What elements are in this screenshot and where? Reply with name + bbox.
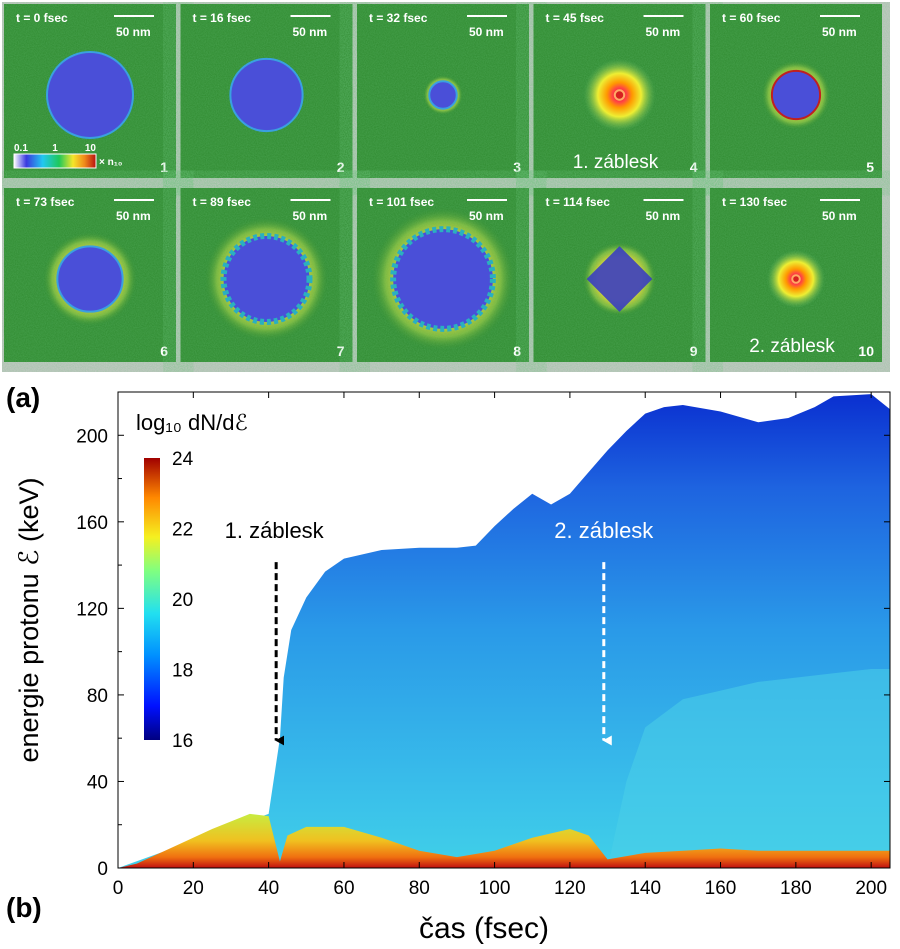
panel-time: t = 16 fsec <box>193 11 252 25</box>
panel-index: 8 <box>513 343 521 359</box>
snapshot-panel: t = 45 fsec 50 nm 4 1. záblesk <box>533 4 706 178</box>
panel-time: t = 89 fsec <box>193 195 252 209</box>
panel-colorbar <box>13 153 97 169</box>
panel-time: t = 0 fsec <box>16 11 68 25</box>
flash-core <box>613 89 626 101</box>
panel-index: 4 <box>690 159 698 175</box>
cluster-core <box>56 245 124 313</box>
scale-bar-label: 50 nm <box>469 25 504 39</box>
flash-annotation: 2. záblesk <box>554 518 654 543</box>
x-tick-label: 140 <box>629 878 661 899</box>
scale-bar-label: 50 nm <box>646 209 681 223</box>
flash-annotation: 1. záblesk <box>225 518 325 543</box>
spectrum-second-burst <box>607 668 890 868</box>
cluster-core <box>770 69 822 121</box>
colorbar-tick-label: 18 <box>172 661 193 682</box>
y-tick-label: 40 <box>87 772 108 793</box>
x-tick-label: 100 <box>479 878 511 899</box>
x-tick-label: 60 <box>333 878 354 899</box>
snapshot-panel: t = 130 fsec 50 nm 10 2. záblesk <box>710 188 882 362</box>
y-tick-label: 160 <box>76 513 108 534</box>
low-energy-band <box>118 813 890 868</box>
colorbar-title: log₁₀ dN/dℰ <box>136 410 248 435</box>
x-tick-label: 40 <box>258 878 279 899</box>
panel-time: t = 73 fsec <box>16 195 75 209</box>
scale-bar-label: 50 nm <box>646 25 681 39</box>
panel-index: 1 <box>160 159 168 175</box>
x-tick-label: 80 <box>409 878 430 899</box>
scale-bar-label: 50 nm <box>822 209 857 223</box>
panel-label-b: (b) <box>6 892 42 923</box>
colorbar-tick-label: 22 <box>172 520 193 541</box>
y-axis-label: energie protonu ℰ (keV) <box>14 477 44 762</box>
panel-index: 3 <box>513 159 521 175</box>
snapshot-panel: t = 60 fsec 50 nm 5 <box>710 4 882 178</box>
panel-index: 7 <box>337 343 345 359</box>
scale-bar-label: 50 nm <box>116 209 151 223</box>
panel-annotation: 1. záblesk <box>573 152 659 173</box>
scale-bar-label: 50 nm <box>293 25 328 39</box>
snapshot-panel: t = 89 fsec 50 nm 7 <box>180 188 353 362</box>
panel-index: 2 <box>337 159 345 175</box>
colorbar <box>144 458 160 740</box>
snapshot-panel: t = 73 fsec 50 nm 6 <box>4 188 176 362</box>
y-tick-label: 80 <box>87 686 108 707</box>
y-tick-label: 200 <box>76 426 108 447</box>
panel-colorbar-tick: 0.1 <box>14 143 28 154</box>
cluster-core <box>428 80 458 110</box>
scale-bar-label: 50 nm <box>293 209 328 223</box>
x-tick-label: 20 <box>183 878 204 899</box>
panel-index: 9 <box>690 343 698 359</box>
panel-index: 10 <box>858 343 874 359</box>
panel-index: 6 <box>160 343 168 359</box>
snapshot-panel: t = 16 fsec 50 nm 2 <box>180 4 353 178</box>
scale-bar-label: 50 nm <box>469 209 504 223</box>
snapshot-panel: t = 101 fsec 50 nm 8 <box>357 188 529 362</box>
cluster-core <box>46 51 134 139</box>
cluster-core <box>220 233 313 325</box>
y-tick-label: 120 <box>76 599 108 620</box>
x-tick-label: 200 <box>855 878 887 899</box>
snapshot-panel: t = 114 fsec 50 nm 9 <box>533 188 706 362</box>
proton-spectrum-chart: 0 20 40 60 80 100 120 140 160 180 200 0 40 80 120 160 20… <box>14 391 891 945</box>
cluster-core <box>229 57 304 133</box>
panel-colorbar-unit: × n₁₀ <box>99 157 122 168</box>
x-tick-label: 0 <box>113 878 124 899</box>
colorbar-tick-label: 24 <box>172 449 194 470</box>
panel-time: t = 60 fsec <box>722 11 781 25</box>
plot-frame <box>117 391 891 869</box>
y-tick-label: 0 <box>97 859 108 880</box>
panel-time: t = 101 fsec <box>369 195 434 209</box>
panel-time: t = 45 fsec <box>546 11 605 25</box>
panel-index: 5 <box>866 159 874 175</box>
scale-bar-label: 50 nm <box>822 25 857 39</box>
panel-colorbar-tick: 1 <box>52 143 58 154</box>
x-axis-label: čas (fsec) <box>419 912 549 945</box>
x-tick-label: 120 <box>554 878 586 899</box>
panel-time: t = 32 fsec <box>369 11 428 25</box>
x-tick-label: 160 <box>705 878 737 899</box>
colorbar-tick-label: 16 <box>172 731 193 752</box>
panel-time: t = 114 fsec <box>546 195 611 209</box>
x-tick-label: 180 <box>780 878 812 899</box>
panel-time: t = 130 fsec <box>722 195 787 209</box>
panel-colorbar-tick: 10 <box>85 143 97 154</box>
snapshot-panel: t = 0 fsec 50 nm 1 0.1 1 10× n₁₀ <box>4 4 176 178</box>
scale-bar-label: 50 nm <box>116 25 151 39</box>
flash-core <box>791 274 801 284</box>
cluster-core <box>390 226 496 332</box>
snapshot-panel: t = 32 fsec 50 nm 3 <box>357 4 529 178</box>
panel-label-a: (a) <box>6 382 41 413</box>
colorbar-tick-label: 20 <box>172 590 193 611</box>
panel-annotation: 2. záblesk <box>749 336 835 357</box>
